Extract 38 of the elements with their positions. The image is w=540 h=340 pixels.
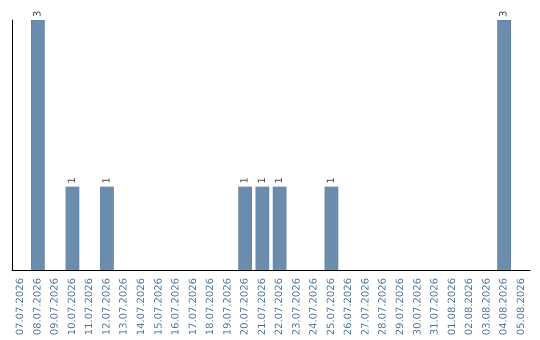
x-tick-label: 03.08.2026	[481, 278, 492, 336]
data-label: 3	[498, 10, 510, 17]
x-tick-label: 09.07.2026	[50, 278, 61, 336]
x-tick-label: 31.07.2026	[430, 278, 441, 336]
data-label: 3	[32, 10, 44, 17]
x-tick-label: 13.07.2026	[118, 278, 130, 336]
x-tick-label: 26.07.2026	[343, 278, 354, 336]
x-tick-label: 27.07.2026	[360, 278, 372, 336]
x-tick-label: 20.07.2026	[240, 278, 251, 336]
x-tick-label: 29.07.2026	[395, 278, 406, 336]
data-label: 1	[326, 177, 337, 184]
x-tick-label: 24.07.2026	[308, 278, 320, 336]
data-label: 1	[66, 177, 78, 184]
data-label: 1	[274, 177, 286, 184]
x-tick-label: 08.07.2026	[32, 278, 44, 336]
x-tick-label: 01.08.2026	[446, 278, 458, 336]
data-label: 1	[240, 177, 251, 184]
x-tick-label: 30.07.2026	[412, 278, 424, 336]
x-tick-label: 04.08.2026	[498, 278, 510, 336]
data-label: 1	[256, 177, 268, 184]
x-tick-label: 18.07.2026	[205, 278, 216, 336]
x-tick-label: 21.07.2026	[256, 278, 268, 336]
x-tick-label: 12.07.2026	[101, 278, 112, 336]
x-tick-label: 16.07.2026	[170, 278, 182, 336]
data-label: 1	[101, 177, 112, 184]
x-tick-label: 23.07.2026	[291, 278, 302, 336]
x-tick-label: 14.07.2026	[136, 278, 147, 336]
x-tick-label: 02.08.2026	[464, 278, 476, 336]
x-tick-label: 25.07.2026	[326, 278, 337, 336]
x-tick-label: 05.08.2026	[516, 278, 527, 336]
x-tick-label: 19.07.2026	[222, 278, 234, 336]
x-tick-label: 07.07.2026	[15, 278, 26, 336]
x-tick-label: 10.07.2026	[66, 278, 78, 336]
x-tick-label: 15.07.2026	[153, 278, 164, 336]
x-tick-label: 28.07.2026	[378, 278, 389, 336]
x-tick-label: 17.07.2026	[188, 278, 199, 336]
x-tick-label: 22.07.2026	[274, 278, 286, 336]
x-tick-label: 11.07.2026	[84, 278, 96, 336]
